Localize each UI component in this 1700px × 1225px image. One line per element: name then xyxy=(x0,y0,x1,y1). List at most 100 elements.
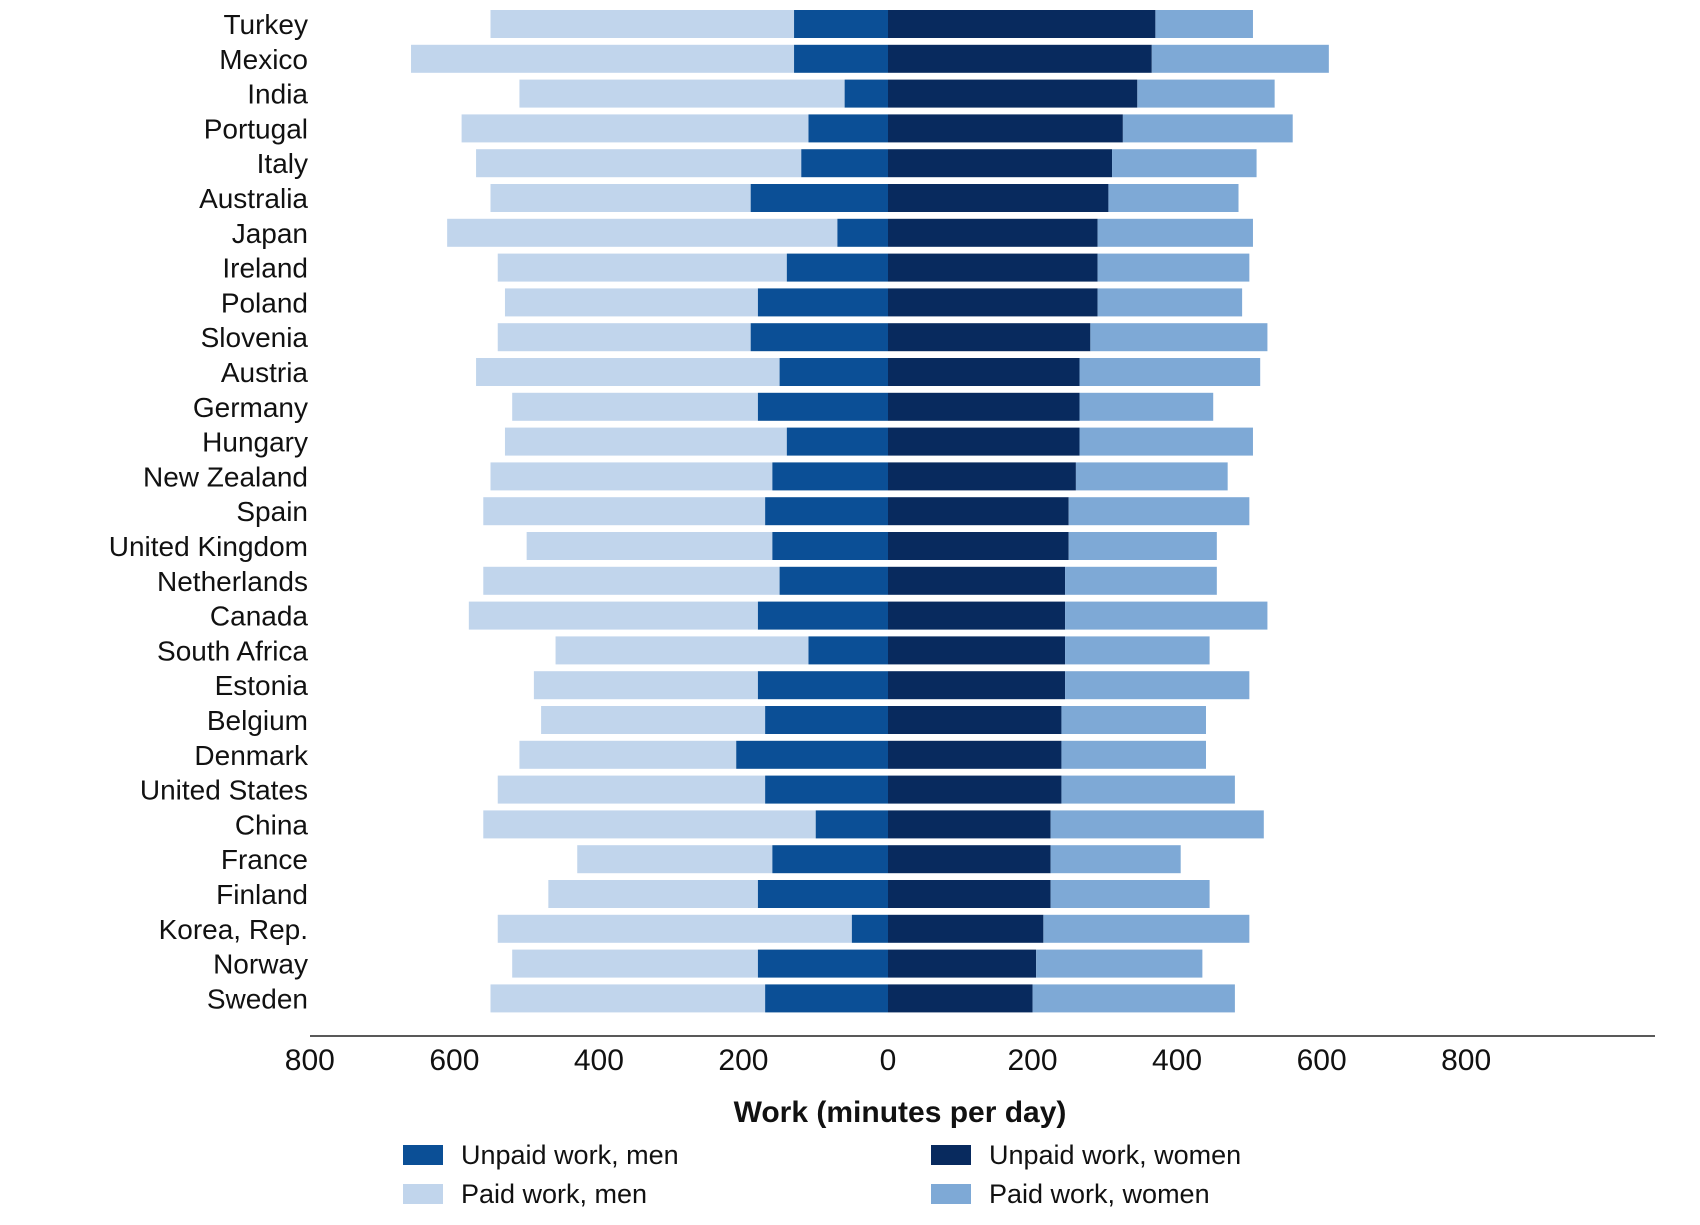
bar-paid-women-japan xyxy=(1097,218,1253,247)
country-label-norway: Norway xyxy=(213,949,308,980)
country-label-france: France xyxy=(221,844,308,875)
bar-paid-women-new-zealand xyxy=(1075,462,1228,491)
x-tick-label: 200 xyxy=(718,1044,768,1077)
bar-unpaid-women-denmark xyxy=(888,740,1062,769)
bar-unpaid-women-china xyxy=(888,810,1051,839)
country-label-estonia: Estonia xyxy=(215,670,309,701)
bar-paid-women-finland xyxy=(1050,880,1210,908)
country-label-portugal: Portugal xyxy=(204,113,308,144)
country-label-canada: Canada xyxy=(210,601,309,632)
country-label-sweden: Sweden xyxy=(207,983,308,1014)
bar-unpaid-women-finland xyxy=(888,880,1051,908)
bar-paid-men-turkey xyxy=(490,10,795,38)
bar-unpaid-women-belgium xyxy=(888,706,1062,734)
bar-unpaid-men-norway xyxy=(757,949,888,978)
x-tick-label: 800 xyxy=(285,1044,335,1077)
bar-unpaid-men-slovenia xyxy=(750,323,888,352)
legend: Unpaid work, men Unpaid work, women Paid w… xyxy=(403,1140,1241,1209)
legend-swatch-paid-work-men xyxy=(403,1184,443,1204)
bar-unpaid-women-estonia xyxy=(888,671,1066,700)
bar-paid-men-finland xyxy=(548,880,758,908)
bar-paid-women-netherlands xyxy=(1065,566,1217,595)
bar-unpaid-men-new-zealand xyxy=(772,462,888,491)
x-tick-label: 0 xyxy=(880,1044,897,1077)
country-label-south-africa: South Africa xyxy=(157,635,308,666)
bar-paid-women-germany xyxy=(1079,392,1214,421)
legend-label-unpaid-work-men: Unpaid work, men xyxy=(461,1140,679,1170)
bar-paid-men-mexico xyxy=(411,44,795,73)
bar-paid-women-portugal xyxy=(1122,114,1293,143)
country-label-finland: Finland xyxy=(216,879,308,910)
bar-unpaid-women-sweden xyxy=(888,984,1033,1013)
bar-paid-men-india xyxy=(519,79,845,108)
country-label-germany: Germany xyxy=(193,392,308,423)
bar-unpaid-men-korea-rep xyxy=(851,914,888,943)
country-label-poland: Poland xyxy=(221,287,308,318)
country-label-united-states: United States xyxy=(140,775,308,806)
bar-unpaid-women-ireland xyxy=(888,253,1098,282)
bar-paid-women-mexico xyxy=(1151,44,1329,73)
x-tick-label: 400 xyxy=(1152,1044,1202,1077)
bar-unpaid-men-turkey xyxy=(794,10,888,38)
bar-paid-men-poland xyxy=(504,288,758,317)
bar-paid-women-united-states xyxy=(1061,775,1235,804)
bar-unpaid-men-france xyxy=(772,845,888,874)
bar-unpaid-women-poland xyxy=(888,288,1098,317)
bar-unpaid-men-hungary xyxy=(786,427,888,456)
country-label-denmark: Denmark xyxy=(194,740,309,771)
bar-unpaid-women-netherlands xyxy=(888,566,1066,595)
x-tick-label: 200 xyxy=(1008,1044,1058,1077)
bar-unpaid-men-spain xyxy=(765,497,888,526)
bar-paid-women-france xyxy=(1050,845,1181,874)
legend-swatch-unpaid-work-women xyxy=(931,1145,971,1165)
x-tick-label: 400 xyxy=(574,1044,624,1077)
bar-unpaid-men-finland xyxy=(757,880,888,908)
bar-unpaid-women-france xyxy=(888,845,1051,874)
country-label-ireland: Ireland xyxy=(222,253,308,284)
bar-paid-women-ireland xyxy=(1097,253,1250,282)
bar-unpaid-women-south-africa xyxy=(888,636,1066,665)
legend-label-paid-work-men: Paid work, men xyxy=(461,1179,647,1209)
bar-paid-women-estonia xyxy=(1065,671,1250,700)
bar-unpaid-men-mexico xyxy=(794,44,888,73)
bar-paid-men-denmark xyxy=(519,740,737,769)
bar-unpaid-men-portugal xyxy=(808,114,888,143)
bar-paid-men-china xyxy=(483,810,816,839)
country-label-hungary: Hungary xyxy=(202,427,308,458)
bar-paid-men-sweden xyxy=(490,984,766,1013)
bar-paid-men-united-states xyxy=(497,775,766,804)
bar-paid-men-hungary xyxy=(504,427,787,456)
bar-unpaid-women-norway xyxy=(888,949,1037,978)
bar-paid-women-canada xyxy=(1065,601,1268,630)
bar-paid-men-italy xyxy=(476,149,802,178)
x-tick-labels: 800 600 400 200 0 200 400 600 800 xyxy=(285,1044,1491,1077)
bar-paid-women-united-kingdom xyxy=(1068,532,1217,560)
bar-unpaid-men-estonia xyxy=(757,671,888,700)
bar-unpaid-women-hungary xyxy=(888,427,1080,456)
country-label-italy: Italy xyxy=(257,148,308,179)
bar-unpaid-men-germany xyxy=(757,392,888,421)
bar-unpaid-men-belgium xyxy=(765,706,888,734)
bar-paid-men-france xyxy=(577,845,773,874)
bar-paid-women-poland xyxy=(1097,288,1243,317)
bar-paid-men-netherlands xyxy=(483,566,780,595)
legend-swatch-paid-work-women xyxy=(931,1184,971,1204)
bar-paid-men-portugal xyxy=(461,114,809,143)
bar-paid-women-norway xyxy=(1036,949,1203,978)
bar-paid-women-slovenia xyxy=(1090,323,1268,352)
country-label-australia: Australia xyxy=(199,183,308,214)
bar-paid-women-india xyxy=(1137,79,1275,108)
bar-paid-men-new-zealand xyxy=(490,462,773,491)
bar-unpaid-men-poland xyxy=(757,288,888,317)
country-label-china: China xyxy=(235,809,309,840)
bar-unpaid-men-ireland xyxy=(786,253,888,282)
country-label-netherlands: Netherlands xyxy=(157,566,308,597)
bar-unpaid-women-new-zealand xyxy=(888,462,1076,491)
country-label-austria: Austria xyxy=(221,357,309,388)
bar-unpaid-women-united-states xyxy=(888,775,1062,804)
bar-unpaid-men-united-states xyxy=(765,775,888,804)
bar-unpaid-men-south-africa xyxy=(808,636,888,665)
country-label-mexico: Mexico xyxy=(219,44,308,75)
bar-unpaid-men-china xyxy=(815,810,888,839)
